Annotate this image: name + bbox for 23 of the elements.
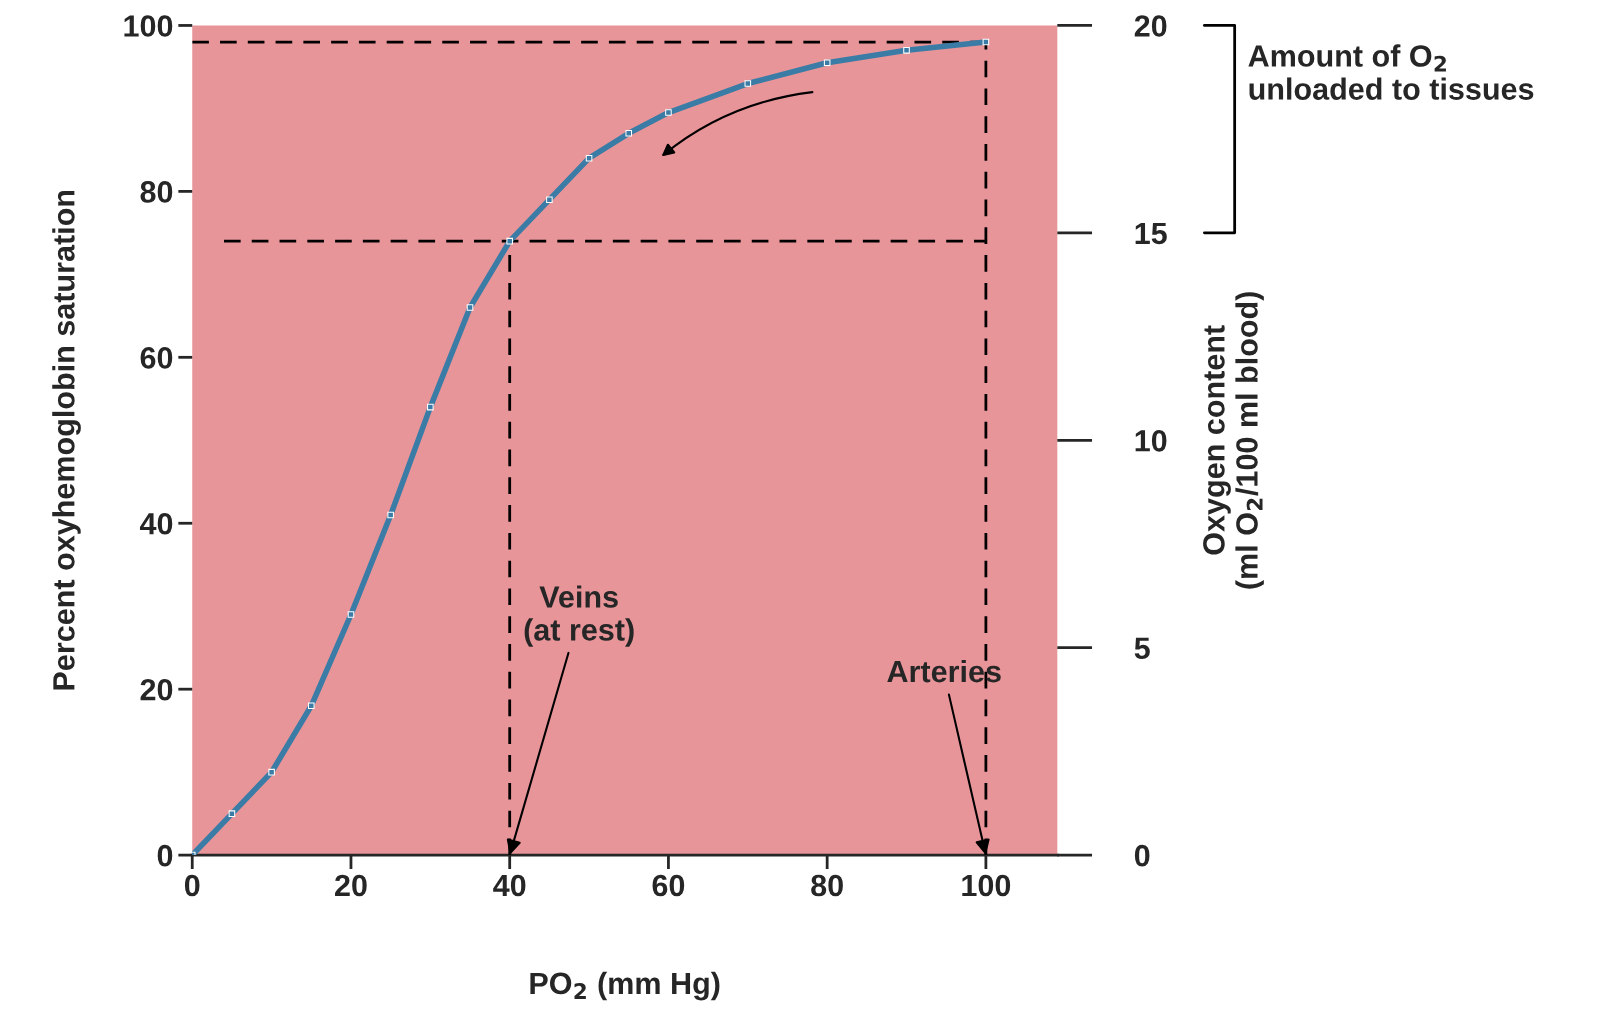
y2-tick-label: 10 bbox=[1135, 430, 1167, 452]
x-tick-label: 40 bbox=[493, 874, 526, 897]
annotation: Arteries bbox=[887, 659, 1001, 683]
y-tick-label: 20 bbox=[140, 678, 173, 701]
y2-tick-label: 5 bbox=[1134, 637, 1150, 660]
x-tick-label: 60 bbox=[652, 874, 685, 897]
x-tick-label: 0 bbox=[184, 874, 200, 897]
x-tick-label: 100 bbox=[962, 874, 1011, 897]
text: Amount of O$_{2}$ unloaded to tissues bbox=[1248, 44, 1534, 100]
y2-tick-label: 20 bbox=[1134, 15, 1167, 37]
x-tick-label: 20 bbox=[335, 874, 367, 897]
y-tick-label: 80 bbox=[140, 181, 173, 203]
x-tick-label: 80 bbox=[811, 874, 843, 897]
y-axis-title: Percent oxyhemoglobin saturation bbox=[52, 190, 81, 690]
annotation: Veins (at rest) bbox=[524, 585, 634, 647]
y2-tick-label: 15 bbox=[1135, 222, 1167, 245]
y2-axis-title: Oxygen content (ml O$_{2}$/100 ml blood) bbox=[1203, 292, 1264, 589]
y-tick-label: 60 bbox=[140, 347, 173, 369]
y2-tick-label: 0 bbox=[1134, 844, 1150, 867]
y-tick-label: 0 bbox=[157, 844, 173, 867]
y-tick-label: 100 bbox=[124, 15, 173, 37]
y-tick-label: 40 bbox=[139, 512, 173, 535]
x-axis-title: PO$_{2}$ (mm Hg) bbox=[530, 971, 720, 1001]
